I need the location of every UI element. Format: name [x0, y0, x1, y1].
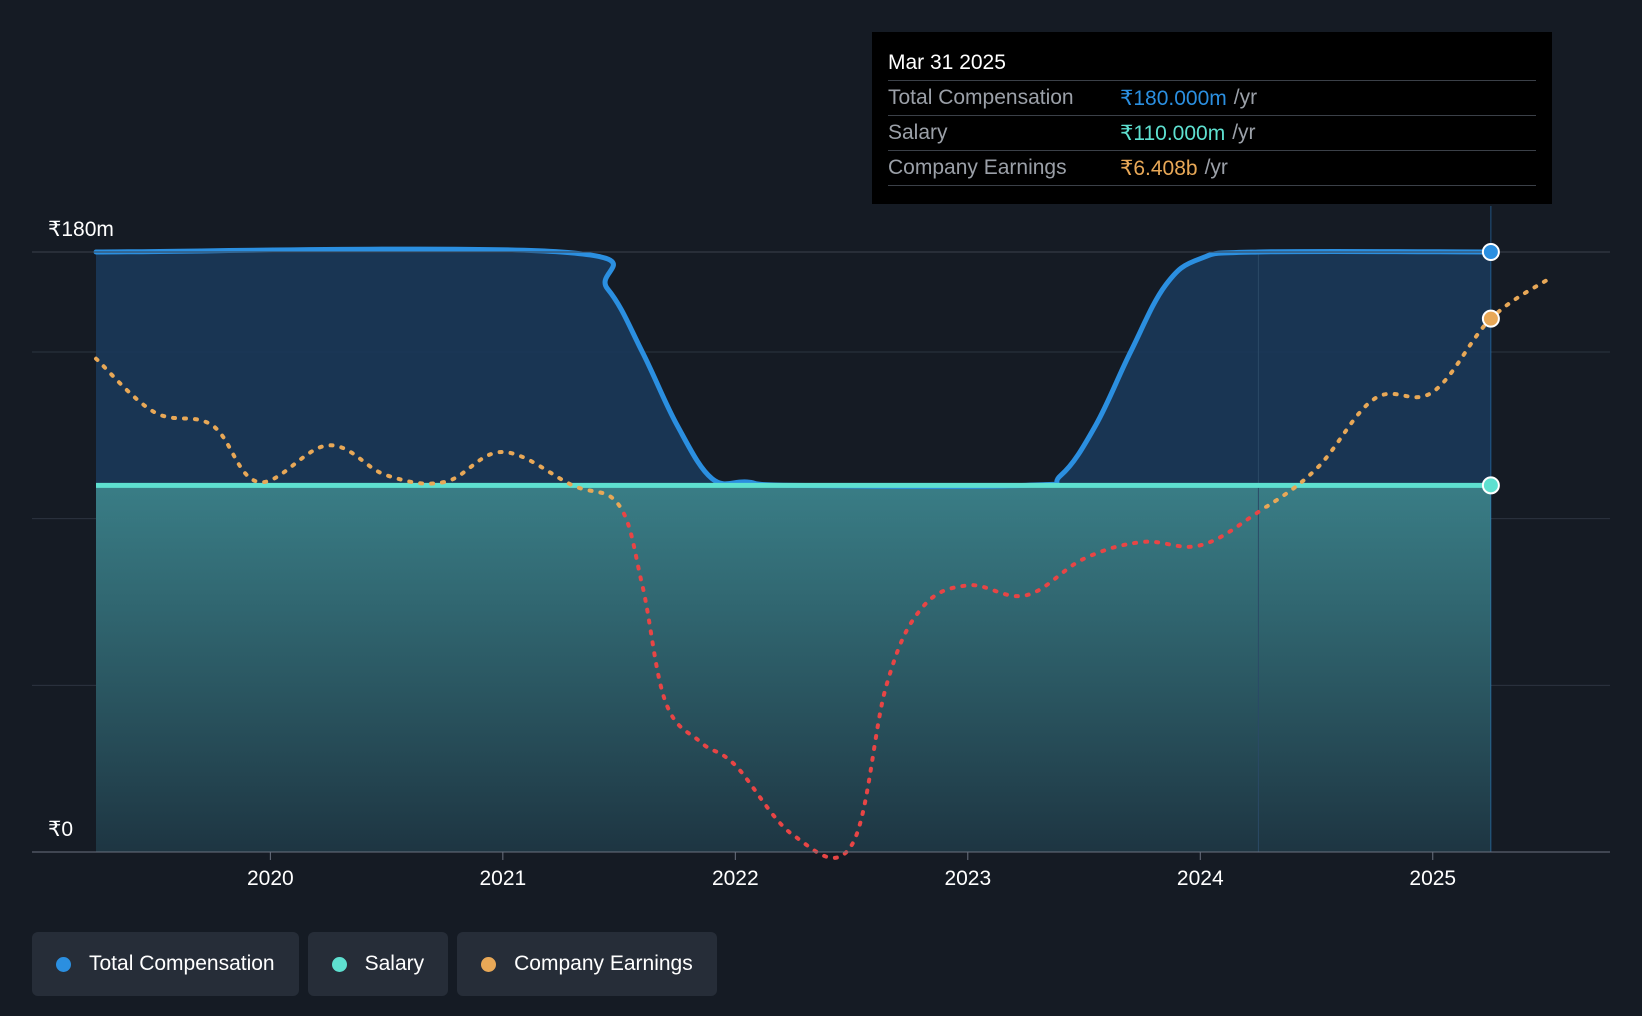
legend-dot-icon — [56, 956, 71, 972]
tooltip-label: Total Compensation — [888, 86, 1074, 109]
y-tick-label-bottom: ₹0 — [48, 818, 73, 841]
legend-dot-icon — [481, 956, 497, 972]
tooltip-value: ₹110.000m — [1120, 121, 1226, 145]
legend: Total Compensation Salary Company Earnin… — [32, 932, 717, 996]
company-earnings-point — [1481, 309, 1500, 328]
legend-item-salary[interactable]: Salary — [307, 932, 449, 996]
salary-point — [1481, 476, 1500, 495]
total-compensation-point — [1481, 243, 1500, 261]
tooltip-row-total-compensation: Total Compensation ₹180.000m /yr — [888, 80, 1536, 115]
tooltip-value: ₹6.408b — [1120, 156, 1198, 180]
tooltip-unit: /yr — [1233, 86, 1258, 109]
tooltip-date: Mar 31 2025 — [888, 51, 1006, 74]
tooltip-row-company-earnings: Company Earnings ₹6.408b /yr — [888, 150, 1536, 186]
tooltip: Mar 31 2025 Total Compensation ₹180.000m… — [872, 32, 1552, 204]
legend-label: Total Compensation — [89, 952, 275, 975]
tooltip-label: Company Earnings — [888, 156, 1067, 179]
series-areas — [96, 206, 1492, 853]
x-tick-label: 2025 — [1409, 867, 1456, 890]
x-tick-label: 2024 — [1177, 867, 1224, 890]
x-tick-label: 2023 — [944, 867, 991, 890]
x-tick-label: 2022 — [712, 867, 759, 890]
tooltip-unit: /yr — [1204, 156, 1228, 179]
legend-item-company-earnings[interactable]: Company Earnings — [457, 932, 717, 996]
y-tick-label-top: ₹180m — [48, 218, 114, 241]
legend-label: Salary — [364, 952, 425, 975]
tooltip-value: ₹180.000m — [1120, 86, 1227, 110]
highlight-markers — [1481, 243, 1500, 495]
x-tick-label: 2021 — [479, 867, 526, 890]
legend-item-total-compensation[interactable]: Total Compensation — [32, 932, 299, 996]
legend-dot-icon — [331, 956, 347, 972]
tooltip-row-salary: Salary ₹110.000m /yr — [888, 115, 1536, 150]
series-lines — [93, 246, 1551, 860]
x-tick-label: 2020 — [247, 867, 294, 890]
company-earnings-line-low — [618, 508, 1268, 860]
legend-label: Company Earnings — [514, 952, 693, 975]
salary-area — [96, 485, 1491, 852]
axes: 2020 2021 2022 2023 2024 2025 ₹180m ₹0 — [32, 218, 1610, 890]
tooltip-unit: /yr — [1232, 121, 1256, 144]
tooltip-label: Salary — [888, 121, 948, 144]
